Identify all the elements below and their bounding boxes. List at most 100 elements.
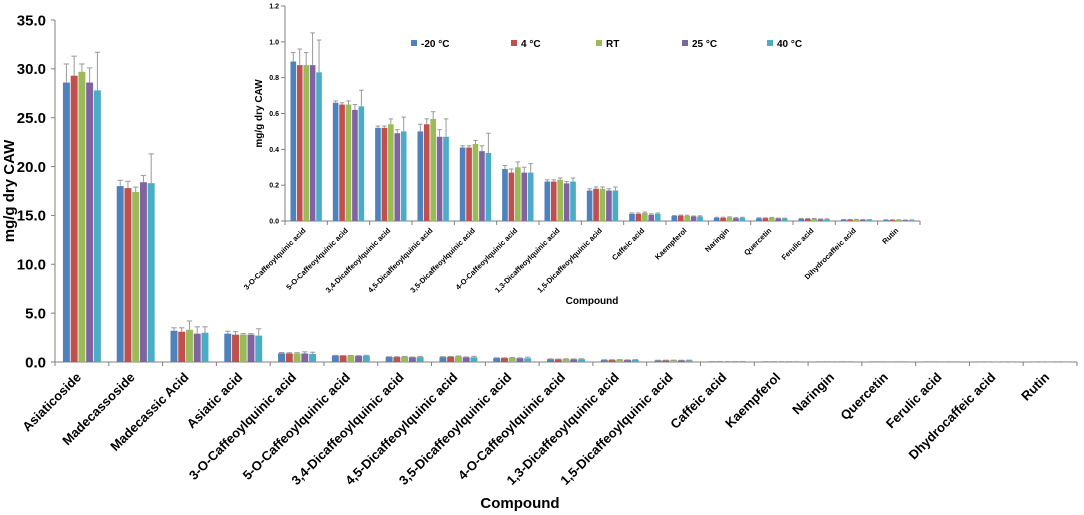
inset-bar-4-5-dicaffeoylquinic-acid-4-c	[423, 124, 430, 221]
bar-asiatic-acid-25-c	[247, 334, 255, 362]
bar-3-o-caffeoylquinic-acid-rt	[293, 353, 301, 362]
inset-bar-3-4-dicaffeoylquinic-acid-20-c	[375, 127, 381, 221]
bar-3-4-dicaffeoylquinic-acid-rt	[401, 356, 409, 362]
legend-swatch-25-c	[682, 40, 688, 46]
bar-3-5-dicaffeoylquinic-acid-rt	[508, 357, 516, 362]
inset-bar-3-o-caffeoylquinic-acid-40-c	[316, 72, 322, 222]
inset-bar-4-5-dicaffeoylquinic-acid-20-c	[417, 131, 424, 221]
inset-bar-1-3-dicaffeoylquinic-acid-20-c	[544, 181, 551, 221]
legend-label: 4 °C	[521, 39, 541, 50]
inset-bar-5-o-caffeoylquinic-acid-20-c	[332, 102, 339, 221]
bar-madecassoside-20-c	[116, 186, 124, 362]
bar-madecassoside-4-c	[124, 188, 132, 362]
inset-bar-3-o-caffeoylquinic-acid-25-c	[309, 65, 316, 221]
inset-bar-dihydrocaffeic-acid-4-c	[847, 219, 853, 221]
inset-bar-rutin-25-c	[902, 220, 909, 221]
inset-y-tick-label: 0.2	[269, 183, 279, 190]
inset-bar-kaempferol-25-c	[690, 216, 697, 221]
bar-1-5-dicaffeoylquinic-acid-20-c	[654, 360, 662, 362]
legend-label: 40 °C	[777, 39, 802, 50]
bar-4-o-caffeoylquinic-acid-25-c	[570, 359, 578, 362]
x-axis-title: Compound	[480, 495, 559, 512]
inset-bar-caffeic-acid-4-c	[635, 213, 642, 221]
category-label: Kaempferol	[722, 370, 783, 431]
inset-bar-dihydrocaffeic-acid-25-c	[860, 219, 866, 221]
category-label: Caffeic acid	[667, 369, 729, 431]
category-label: 5-O-Caffeoylquinic acid	[240, 369, 353, 482]
legend-label: -20 °C	[421, 39, 449, 50]
inset-y-tick-label: 0.8	[269, 75, 279, 82]
inset-bar-3-4-dicaffeoylquinic-acid-40-c	[400, 131, 407, 221]
bar-asiaticoside-20-c	[62, 82, 70, 362]
inset-bar-3-5-dicaffeoylquinic-acid-4-c	[466, 147, 472, 221]
bar-4-5-dicaffeoylquinic-acid-rt	[454, 356, 462, 362]
y-axis-title: mg/g dry CAW	[1, 139, 18, 242]
inset-bar-quercetin-4-c	[762, 218, 769, 221]
inset-bar-3-5-dicaffeoylquinic-acid-40-c	[485, 152, 492, 221]
bar-madecassic-acid-rt	[186, 329, 193, 362]
bar-3-4-dicaffeoylquinic-acid-40-c	[416, 357, 424, 362]
inset-bar-rutin-40-c	[908, 220, 915, 221]
inset-bar-quercetin-25-c	[775, 218, 782, 221]
inset-bar-4-5-dicaffeoylquinic-acid-40-c	[443, 136, 449, 221]
bar-asiatic-acid-40-c	[255, 335, 263, 362]
bar-3-5-dicaffeoylquinic-acid-40-c	[524, 358, 532, 362]
bar-4-o-caffeoylquinic-acid-4-c	[554, 359, 562, 362]
inset-bar-dihydrocaffeic-acid-rt	[853, 219, 860, 221]
bar-4-o-caffeoylquinic-acid-rt	[562, 359, 570, 362]
inset-bar-quercetin-40-c	[781, 218, 788, 221]
inset-bar-1-3-dicaffeoylquinic-acid-rt	[557, 179, 563, 221]
inset-y-axis-title: mg/g dry CAW	[254, 79, 265, 148]
y-tick-label: 15.0	[17, 208, 46, 225]
inset-bar-1-5-dicaffeoylquinic-acid-4-c	[593, 188, 599, 221]
legend-swatch-4-c	[511, 40, 517, 46]
inset-category-label: Rutin	[880, 226, 900, 246]
inset-bar-4-o-caffeoylquinic-acid-25-c	[521, 172, 528, 221]
inset-bar-4-5-dicaffeoylquinic-acid-rt	[430, 118, 436, 221]
bar-madecassic-acid-20-c	[170, 330, 178, 362]
y-tick-label: 0.0	[25, 354, 46, 371]
inset-bar-1-5-dicaffeoylquinic-acid-rt	[599, 188, 606, 221]
bar-madecassoside-25-c	[139, 182, 147, 362]
y-tick-label: 35.0	[17, 12, 46, 29]
bar-1-5-dicaffeoylquinic-acid-4-c	[662, 360, 670, 362]
inset-bar-quercetin-rt	[769, 217, 775, 221]
inset-bar-3-4-dicaffeoylquinic-acid-4-c	[381, 127, 388, 221]
inset-bar-5-o-caffeoylquinic-acid-rt	[345, 104, 352, 221]
bar-asiatic-acid-rt	[239, 334, 247, 362]
inset-category-label: Caffeic acid	[610, 226, 646, 262]
bar-madecassoside-40-c	[147, 183, 155, 362]
inset-bar-caffeic-acid-25-c	[648, 214, 655, 221]
bar-1-3-dicaffeoylquinic-acid-25-c	[624, 359, 632, 362]
inset-bar-3-o-caffeoylquinic-acid-20-c	[290, 61, 297, 221]
inset-bar-naringin-4-c	[720, 217, 726, 221]
category-label: 1,3-Dicaffeoylquinic acid	[504, 369, 622, 487]
y-tick-label: 30.0	[17, 61, 46, 78]
inset-bar-dihydrocaffeic-acid-40-c	[866, 219, 873, 221]
category-label: 3-O-Caffeoylquinic acid	[186, 369, 299, 482]
y-tick-label: 10.0	[17, 257, 46, 274]
inset-bar-3-o-caffeoylquinic-acid-4-c	[296, 65, 303, 221]
inset-bar-rutin-4-c	[889, 219, 896, 221]
bar-3-5-dicaffeoylquinic-acid-4-c	[500, 357, 508, 362]
bar-asiaticoside-40-c	[93, 90, 101, 363]
bar-5-o-caffeoylquinic-acid-20-c	[331, 355, 339, 362]
inset-category-label: Naringin	[703, 226, 731, 254]
inset-bar-caffeic-acid-20-c	[629, 213, 635, 221]
inset-bar-caffeic-acid-40-c	[654, 213, 661, 221]
inset-bar-4-o-caffeoylquinic-acid-rt	[515, 167, 521, 221]
bar-madecassoside-rt	[132, 191, 140, 362]
bar-4-5-dicaffeoylquinic-acid-4-c	[447, 356, 455, 362]
inset-bar-ferulic-acid-20-c	[798, 218, 805, 221]
inset-y-tick-label: 1.2	[269, 3, 279, 10]
category-label: 3,5-Dicaffeoylquinic acid	[396, 369, 514, 487]
bar-madecassic-acid-4-c	[178, 331, 186, 362]
inset-bar-3-4-dicaffeoylquinic-acid-rt	[388, 124, 394, 221]
inset-bar-3-o-caffeoylquinic-acid-rt	[303, 65, 309, 221]
bar-4-o-caffeoylquinic-acid-40-c	[578, 359, 585, 362]
inset-bar-5-o-caffeoylquinic-acid-4-c	[339, 104, 345, 221]
bar-madecassic-acid-40-c	[201, 332, 209, 362]
bar-1-5-dicaffeoylquinic-acid-rt	[670, 360, 678, 362]
inset-bar-rutin-20-c	[883, 219, 889, 221]
